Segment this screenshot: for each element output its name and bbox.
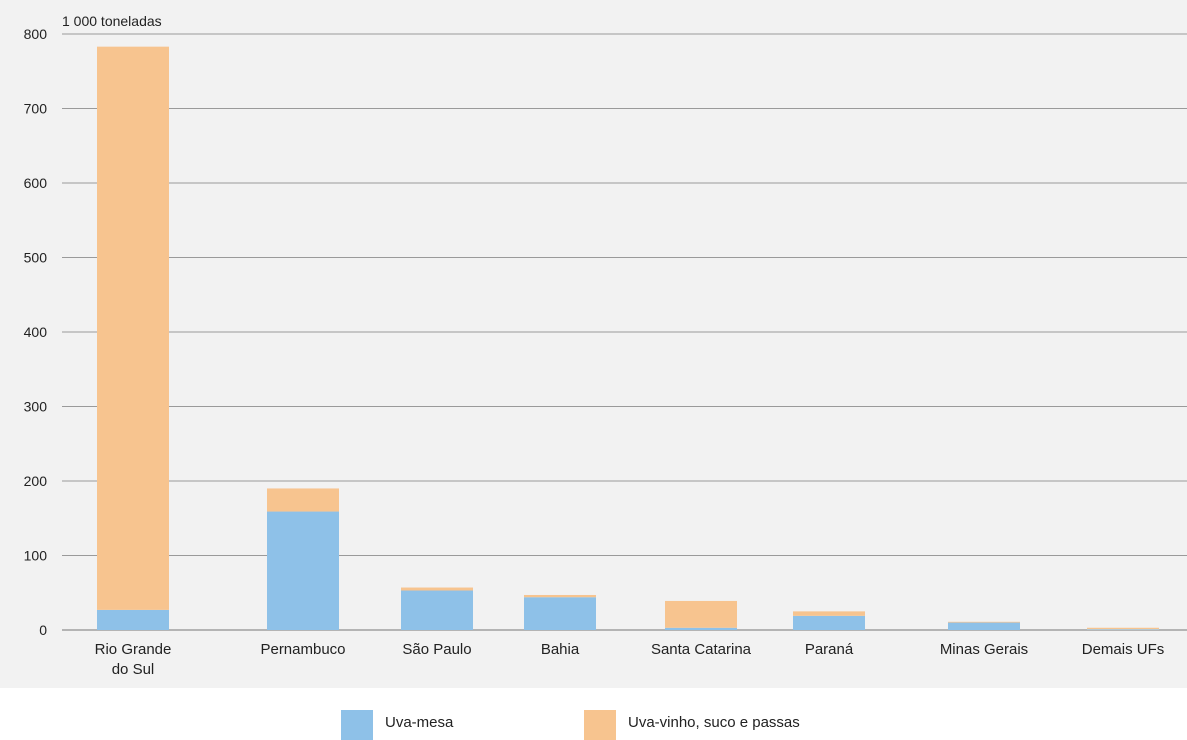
y-tick-label: 300	[24, 399, 48, 415]
x-tick-label: Santa Catarina	[651, 641, 752, 658]
y-tick-label: 400	[24, 324, 48, 340]
bar-segment-uva-vinho	[665, 600, 737, 628]
legend-label-uva-vinho: Uva-vinho, suco e passas	[628, 714, 800, 731]
y-tick-label: 0	[39, 622, 47, 638]
x-tick-label: São Paulo	[402, 641, 471, 658]
bar-segment-uva-mesa	[1087, 629, 1159, 630]
x-tick-label: Demais UFs	[1082, 641, 1165, 658]
legend: Uva-mesa Uva-vinho, suco e passas	[0, 688, 1187, 740]
bar-segment-uva-vinho	[793, 611, 865, 616]
legend-swatch-uva-mesa	[341, 710, 373, 740]
x-tick-labels: Rio Grande do Sul Pernambuco São Paulo Bahia…	[95, 641, 1165, 678]
bar-segment-uva-vinho	[97, 46, 169, 610]
bar-segment-uva-mesa	[948, 622, 1020, 630]
legend-label-uva-mesa: Uva-mesa	[385, 714, 454, 731]
bar-segment-uva-mesa	[665, 627, 737, 630]
x-tick-label: Minas Gerais	[940, 641, 1028, 658]
bar-segment-uva-vinho	[401, 587, 473, 591]
x-tick-label: Bahia	[541, 641, 580, 658]
y-axis-unit-label: 1 000 toneladas	[62, 13, 162, 29]
gridlines	[62, 33, 1187, 631]
bar-segment-uva-vinho	[524, 594, 596, 598]
y-tick-label: 600	[24, 175, 48, 191]
y-tick-label: 100	[24, 548, 48, 564]
y-tick-labels: 0 100 200 300 400 500 600 700 800	[24, 26, 48, 638]
x-tick-label: Paraná	[805, 641, 854, 658]
bar-segment-uva-mesa	[793, 615, 865, 630]
bars	[97, 46, 1159, 630]
y-tick-label: 700	[24, 101, 48, 117]
bar-segment-uva-vinho	[267, 488, 339, 512]
bar-segment-uva-mesa	[401, 590, 473, 630]
stacked-bar-chart: 1 000 toneladas 0 100 200 300 400 500 600 700 80…	[0, 0, 1187, 688]
x-tick-label: Rio Grande do Sul	[95, 641, 172, 678]
y-tick-label: 500	[24, 250, 48, 266]
legend-swatch-uva-vinho	[584, 710, 616, 740]
bar-segment-uva-mesa	[524, 597, 596, 630]
bar-segment-uva-mesa	[97, 609, 169, 630]
bar-segment-uva-mesa	[267, 511, 339, 630]
bar-segment-uva-vinho	[948, 621, 1020, 623]
x-tick-label: Pernambuco	[260, 641, 345, 658]
y-tick-label: 800	[24, 26, 48, 42]
y-tick-label: 200	[24, 473, 48, 489]
plot-background	[0, 0, 1187, 688]
bar-segment-uva-vinho	[1087, 627, 1159, 630]
